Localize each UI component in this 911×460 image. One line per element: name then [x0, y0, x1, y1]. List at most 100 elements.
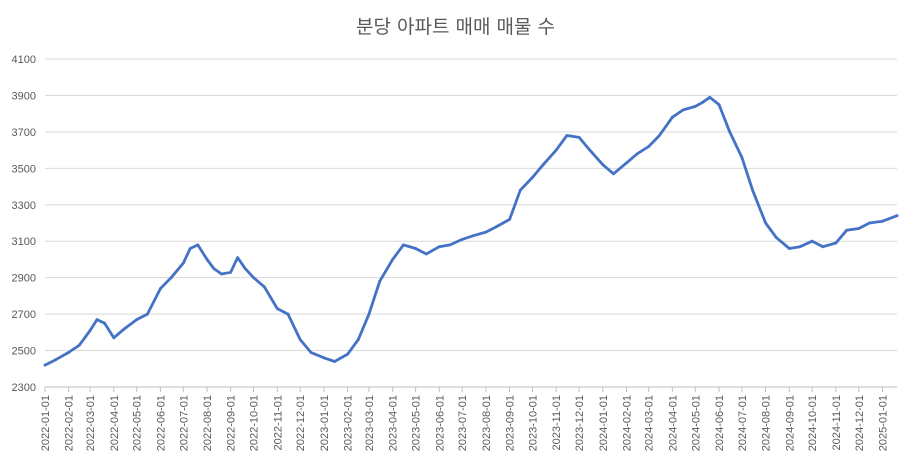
series-group [43, 95, 899, 367]
data-point [588, 148, 592, 152]
data-point [798, 245, 802, 249]
data-point [262, 285, 266, 289]
data-point [275, 307, 279, 310]
data-point [495, 225, 498, 229]
y-tick-label: 3300 [12, 200, 36, 212]
data-point [188, 247, 192, 250]
data-point [78, 343, 81, 347]
data-point [322, 356, 326, 360]
data-point [43, 363, 47, 367]
x-tick-label: 2022-01-01 [40, 395, 52, 451]
y-tick-label: 3900 [12, 90, 36, 102]
data-point [286, 312, 290, 316]
data-point [54, 358, 58, 362]
data-point [518, 188, 522, 192]
data-point [751, 188, 754, 192]
data-point [437, 245, 441, 249]
x-tick-label: 2024-07-01 [737, 395, 749, 451]
x-tick-label: 2025-01-01 [877, 395, 889, 451]
data-point [123, 327, 126, 331]
data-point [541, 163, 545, 167]
data-point [212, 267, 216, 270]
data-point [484, 230, 488, 234]
data-point [95, 318, 99, 321]
x-tick-label: 2024-12-01 [854, 395, 866, 451]
x-tick-label: 2024-11-01 [831, 395, 843, 450]
x-tick-label: 2024-08-01 [761, 395, 773, 451]
data-point [220, 272, 223, 276]
data-point [471, 234, 475, 238]
data-point [508, 218, 511, 221]
y-tick-label: 3700 [12, 127, 36, 139]
data-point [346, 352, 349, 356]
data-point [717, 103, 721, 106]
data-point [229, 270, 233, 274]
data-point [693, 105, 697, 108]
y-tick-label: 3100 [12, 236, 36, 248]
x-tick-label: 2022-12-01 [295, 395, 307, 451]
data-point [601, 163, 605, 167]
x-tick-label: 2022-05-01 [132, 395, 144, 451]
data-point [67, 351, 71, 354]
x-tick-label: 2022-07-01 [178, 395, 190, 451]
data-point [868, 221, 871, 225]
x-tick-label: 2024-04-01 [667, 395, 679, 451]
x-tick-label: 2024-10-01 [807, 395, 819, 451]
data-point [577, 136, 581, 139]
data-point [169, 276, 173, 280]
x-tick-label: 2024-06-01 [714, 395, 726, 451]
x-tick-label: 2023-09-01 [505, 395, 517, 451]
data-point [146, 312, 149, 316]
x-tick-label: 2023-07-01 [457, 395, 469, 451]
data-point [356, 338, 360, 341]
x-tick-label: 2022-03-01 [85, 395, 97, 451]
data-point [700, 101, 704, 105]
x-tick-label: 2022-06-01 [155, 395, 167, 451]
data-point [728, 130, 732, 134]
y-axis-labels: 2300 2500 2700 2900 3100 3300 3500 3700 3900 4100 [12, 54, 36, 394]
x-tick-label: 2023-01-01 [319, 395, 331, 451]
data-point [391, 258, 395, 261]
data-point [658, 134, 661, 137]
data-point [845, 228, 848, 232]
chart-title: 분당 아파트 매매 매물 수 [356, 16, 555, 38]
x-tick-label: 2023-02-01 [343, 395, 355, 451]
x-tick-label: 2024-09-01 [784, 395, 796, 451]
data-point [647, 145, 651, 148]
y-tick-label: 3500 [12, 163, 36, 175]
data-point [565, 134, 569, 137]
y-tick-label: 2700 [12, 309, 36, 321]
data-point [367, 312, 371, 316]
data-point [881, 219, 884, 223]
data-point [333, 360, 336, 363]
data-point [88, 329, 92, 332]
y-tick-label: 4100 [12, 54, 36, 66]
x-tick-label: 2023-06-01 [434, 395, 446, 451]
x-tick-label: 2022-04-01 [109, 395, 121, 451]
data-point [681, 108, 685, 112]
data-point [196, 243, 200, 247]
x-tick-label: 2022-09-01 [226, 395, 238, 451]
x-tick-label: 2023-03-01 [364, 395, 376, 451]
data-point [612, 172, 615, 176]
data-point [764, 221, 767, 225]
series-line-0 [43, 95, 899, 367]
gridlines [45, 58, 897, 388]
data-point [810, 239, 814, 243]
data-point [774, 236, 778, 240]
data-point [135, 318, 139, 321]
data-point [414, 247, 417, 250]
data-point [243, 267, 247, 270]
data-point [402, 243, 405, 247]
x-tick-label: 2024-05-01 [690, 395, 702, 451]
data-point [448, 243, 452, 247]
y-tick-label: 2900 [12, 273, 36, 285]
data-point [740, 156, 744, 159]
data-point [670, 115, 674, 119]
x-tick-label: 2024-03-01 [644, 395, 656, 451]
data-point [236, 256, 240, 259]
data-point [252, 276, 256, 280]
data-point [159, 287, 162, 290]
data-point [531, 176, 534, 179]
